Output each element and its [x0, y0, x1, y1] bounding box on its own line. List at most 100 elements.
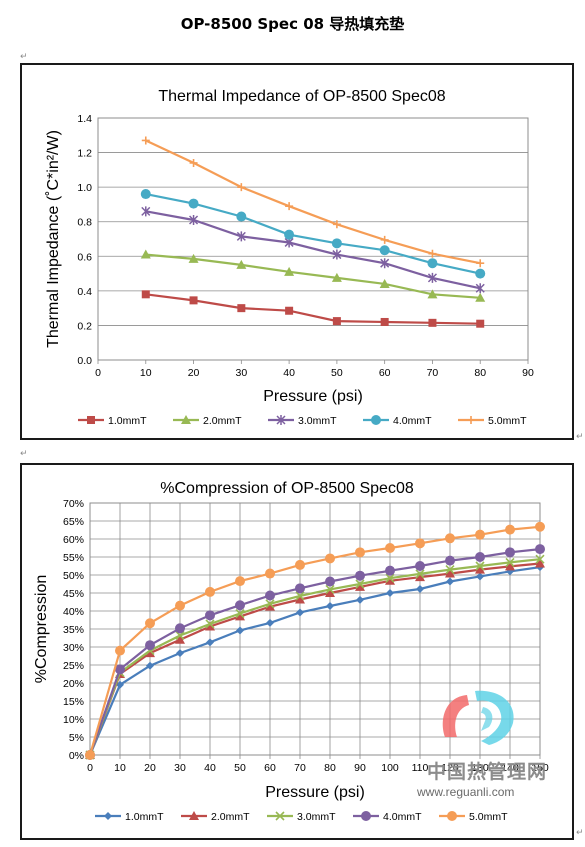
watermark-url: www.reguanli.com: [417, 785, 515, 799]
data-point: [385, 565, 395, 576]
data-point: [284, 266, 295, 276]
series-line: [145, 210, 481, 290]
y-axis-label: %Compression: [33, 575, 50, 683]
series-line: [145, 139, 481, 265]
x-tick-label: 90: [522, 367, 534, 379]
y-tick-label: 0.8: [77, 217, 92, 229]
data-point: [332, 317, 341, 326]
data-point: [235, 576, 245, 587]
compression-chart: %Compression of OP-8500 Spec08 0% 5% 10% 15%…: [20, 463, 574, 840]
y-tick-label: 1.4: [77, 113, 92, 125]
data-point: [188, 198, 199, 209]
legend-label: 3.0mmT: [298, 415, 337, 427]
data-point: [355, 570, 365, 581]
legend-marker: [104, 812, 112, 820]
data-point: [295, 591, 305, 601]
legend-marker: [467, 416, 475, 424]
data-point: [325, 576, 335, 587]
data-point: [265, 599, 275, 609]
chart-title: Thermal Impedance of OP-8500 Spec08: [158, 88, 445, 105]
legend-item: 2.0mmT: [173, 415, 242, 427]
y-tick-label: 70%: [63, 498, 84, 510]
data-point: [380, 235, 389, 244]
y-tick-label: 25%: [63, 660, 84, 672]
data-point: [476, 319, 485, 328]
data-point: [284, 229, 295, 240]
series-line: [88, 558, 541, 756]
data-point: [428, 249, 437, 258]
thermal-impedance-plot: Thermal Impedance of OP-8500 Spec08 0.0 0.…: [45, 88, 534, 427]
legend-marker: [181, 415, 191, 424]
y-tick-label: 0.2: [77, 320, 92, 332]
legend-marker: [447, 811, 457, 821]
data-point: [331, 238, 342, 249]
paragraph-mark: ↵: [20, 52, 28, 62]
data-point: [325, 588, 335, 597]
chart-title: %Compression of OP-8500 Spec08: [160, 480, 414, 497]
data-point: [141, 206, 151, 217]
legend-item: 3.0mmT: [267, 811, 336, 823]
x-tick-label: 120: [441, 762, 459, 774]
y-tick-label: 45%: [63, 588, 84, 600]
data-point: [205, 610, 215, 621]
data-point: [325, 584, 335, 594]
data-point: [475, 529, 485, 540]
data-point: [206, 638, 214, 647]
data-point: [505, 561, 515, 571]
data-point: [476, 259, 485, 268]
y-tick-label: 0.0: [77, 355, 92, 367]
data-point: [325, 553, 335, 564]
data-point: [445, 533, 455, 544]
data-point: [427, 258, 438, 269]
legend-marker: [371, 415, 381, 425]
x-tick-label: 10: [114, 762, 126, 774]
legend-item: 5.0mmT: [458, 415, 527, 427]
x-tick-label: 80: [324, 762, 336, 774]
data-point: [237, 183, 246, 192]
x-tick-label: 40: [283, 367, 295, 379]
y-tick-label: 35%: [63, 624, 84, 636]
x-tick-label: 20: [188, 367, 200, 379]
data-point: [176, 649, 184, 658]
data-point: [356, 595, 364, 604]
paragraph-mark: ↵: [20, 449, 28, 459]
series-line: [145, 193, 481, 275]
data-point: [145, 640, 155, 651]
legend-item: 4.0mmT: [353, 811, 422, 823]
data-point: [116, 680, 124, 689]
legend-marker: [87, 416, 95, 424]
compression-plot: %Compression of OP-8500 Spec08 0% 5% 10% 15%…: [33, 480, 549, 823]
legend-item: 1.0mmT: [95, 811, 164, 823]
legend-label: 2.0mmT: [211, 811, 250, 823]
data-point: [535, 554, 545, 564]
data-point: [285, 202, 294, 211]
x-tick-label: 50: [234, 762, 246, 774]
data-point: [189, 158, 198, 167]
paragraph-mark: ↵: [576, 432, 584, 442]
data-point: [415, 538, 425, 549]
x-tick-label: 0: [95, 367, 101, 379]
legend-label: 5.0mmT: [469, 811, 508, 823]
data-point: [236, 231, 246, 242]
data-point: [475, 552, 485, 562]
paragraph-mark: ↵: [576, 828, 584, 838]
legend-item: 3.0mmT: [268, 415, 337, 427]
legend-label: 4.0mmT: [383, 811, 422, 823]
watermark: 中国热管理网 www.reguanli.com: [405, 685, 575, 805]
data-point: [140, 249, 151, 259]
legend-marker: [361, 811, 371, 821]
data-point: [415, 569, 425, 579]
y-tick-label: 50%: [63, 570, 84, 582]
data-point: [535, 544, 545, 555]
legend-label: 1.0mmT: [125, 811, 164, 823]
y-tick-label: 0%: [69, 750, 84, 762]
data-point: [236, 626, 244, 635]
data-point: [145, 618, 155, 629]
series-5.0mmT: [85, 521, 545, 760]
data-point: [189, 214, 199, 225]
legend-marker: [189, 811, 199, 820]
data-point: [326, 601, 334, 610]
x-tick-label: 140: [501, 762, 519, 774]
x-tick-label: 80: [474, 367, 486, 379]
data-point: [385, 573, 395, 583]
